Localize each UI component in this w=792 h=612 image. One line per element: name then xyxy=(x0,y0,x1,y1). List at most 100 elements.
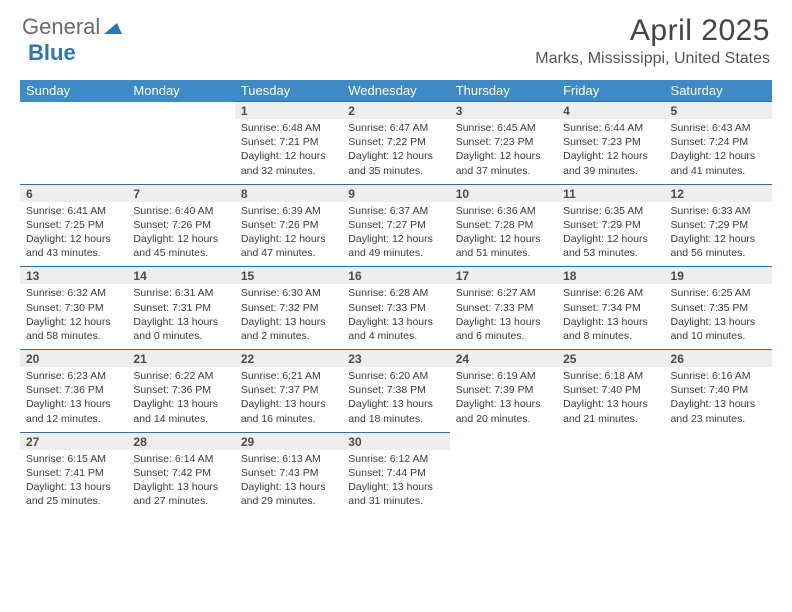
sunrise-text: Sunrise: 6:35 AM xyxy=(563,204,658,218)
sunset-text: Sunset: 7:26 PM xyxy=(241,218,336,232)
daylight-text: Daylight: 12 hours and 45 minutes. xyxy=(133,232,228,260)
title-block: April 2025 Marks, Mississippi, United St… xyxy=(535,14,770,68)
day-number-cell: 12 xyxy=(665,184,772,202)
sunrise-text: Sunrise: 6:14 AM xyxy=(133,452,228,466)
day-info-cell: Sunrise: 6:39 AMSunset: 7:26 PMDaylight:… xyxy=(235,202,342,267)
day-info-cell: Sunrise: 6:25 AMSunset: 7:35 PMDaylight:… xyxy=(665,284,772,349)
day-info-cell: Sunrise: 6:18 AMSunset: 7:40 PMDaylight:… xyxy=(557,367,664,432)
sunrise-text: Sunrise: 6:40 AM xyxy=(133,204,228,218)
day-number-cell: 6 xyxy=(20,184,127,202)
sunset-text: Sunset: 7:26 PM xyxy=(133,218,228,232)
day-number-cell: 22 xyxy=(235,350,342,368)
day-number-cell xyxy=(127,102,234,120)
day-number-cell: 2 xyxy=(342,102,449,120)
sunrise-text: Sunrise: 6:13 AM xyxy=(241,452,336,466)
sunset-text: Sunset: 7:34 PM xyxy=(563,301,658,315)
daylight-text: Daylight: 13 hours and 10 minutes. xyxy=(671,315,766,343)
header: General April 2025 Marks, Mississippi, U… xyxy=(0,0,792,72)
day-info-cell: Sunrise: 6:12 AMSunset: 7:44 PMDaylight:… xyxy=(342,450,449,515)
day-header: Saturday xyxy=(665,80,772,102)
week-info-row: Sunrise: 6:23 AMSunset: 7:36 PM Daylight:… xyxy=(20,367,772,432)
daylight-text: Daylight: 12 hours and 49 minutes. xyxy=(348,232,443,260)
day-number-cell: 9 xyxy=(342,184,449,202)
day-info-cell: Sunrise: 6:40 AMSunset: 7:26 PMDaylight:… xyxy=(127,202,234,267)
day-info-cell: Sunrise: 6:33 AMSunset: 7:29 PMDaylight:… xyxy=(665,202,772,267)
daylight-text: Daylight: 12 hours and 56 minutes. xyxy=(671,232,766,260)
daylight-text: Daylight: 13 hours and 25 minutes. xyxy=(26,480,121,508)
sunset-text: Sunset: 7:29 PM xyxy=(671,218,766,232)
day-number-cell: 25 xyxy=(557,350,664,368)
sunrise-text: Sunrise: 6:32 AM xyxy=(26,286,121,300)
week-number-row: 13141516171819 xyxy=(20,267,772,285)
day-info-cell: Sunrise: 6:48 AMSunset: 7:21 PMDaylight:… xyxy=(235,119,342,184)
sunset-text: Sunset: 7:24 PM xyxy=(671,135,766,149)
daylight-text: Daylight: 12 hours and 39 minutes. xyxy=(563,149,658,177)
day-number-cell: 24 xyxy=(450,350,557,368)
daylight-text: Daylight: 12 hours and 32 minutes. xyxy=(241,149,336,177)
daylight-text: Daylight: 13 hours and 29 minutes. xyxy=(241,480,336,508)
day-info-cell: Sunrise: 6:23 AMSunset: 7:36 PMDaylight:… xyxy=(20,367,127,432)
day-header: Monday xyxy=(127,80,234,102)
day-info-cell: Sunrise: 6:26 AMSunset: 7:34 PMDaylight:… xyxy=(557,284,664,349)
daylight-text: Daylight: 13 hours and 2 minutes. xyxy=(241,315,336,343)
week-number-row: 12345 xyxy=(20,102,772,120)
daylight-text: Daylight: 13 hours and 6 minutes. xyxy=(456,315,551,343)
day-header-row: SundayMondayTuesdayWednesdayThursdayFrid… xyxy=(20,80,772,102)
day-number-cell: 14 xyxy=(127,267,234,285)
day-info-cell: Sunrise: 6:35 AMSunset: 7:29 PMDaylight:… xyxy=(557,202,664,267)
sunset-text: Sunset: 7:43 PM xyxy=(241,466,336,480)
daylight-text: Daylight: 13 hours and 4 minutes. xyxy=(348,315,443,343)
sunrise-text: Sunrise: 6:33 AM xyxy=(671,204,766,218)
daylight-text: Daylight: 13 hours and 20 minutes. xyxy=(456,397,551,425)
week-info-row: Sunrise: 6:15 AMSunset: 7:41 PMDaylight:… xyxy=(20,450,772,515)
day-number-cell: 11 xyxy=(557,184,664,202)
day-number-cell: 17 xyxy=(450,267,557,285)
daylight-text: Daylight: 12 hours and 58 minutes. xyxy=(26,315,121,343)
day-info-cell: Sunrise: 6:28 AMSunset: 7:33 PMDaylight:… xyxy=(342,284,449,349)
sunrise-text: Sunrise: 6:23 AM xyxy=(26,369,121,383)
logo-part2: Blue xyxy=(28,40,76,65)
daylight-text: Daylight: 12 hours and 37 minutes. xyxy=(456,149,551,177)
day-info-cell: Sunrise: 6:41 AMSunset: 7:25 PMDaylight:… xyxy=(20,202,127,267)
daylight-text: Daylight: 13 hours and 16 minutes. xyxy=(241,397,336,425)
day-number-cell: 26 xyxy=(665,350,772,368)
day-number-cell: 23 xyxy=(342,350,449,368)
day-number-cell: 1 xyxy=(235,102,342,120)
day-number-cell: 27 xyxy=(20,432,127,450)
sunrise-text: Sunrise: 6:28 AM xyxy=(348,286,443,300)
sunset-text: Sunset: 7:40 PM xyxy=(671,383,766,397)
daylight-text: Daylight: 12 hours and 41 minutes. xyxy=(671,149,766,177)
day-header: Friday xyxy=(557,80,664,102)
logo: General xyxy=(22,14,124,40)
day-info-cell xyxy=(127,119,234,184)
daylight-text: Daylight: 13 hours and 0 minutes. xyxy=(133,315,228,343)
sunset-text: Sunset: 7:36 PM xyxy=(26,383,121,397)
sunset-text: Sunset: 7:30 PM xyxy=(26,301,121,315)
sunset-text: Sunset: 7:23 PM xyxy=(563,135,658,149)
sunset-text: Sunset: 7:37 PM xyxy=(241,383,336,397)
daylight-text: Daylight: 13 hours and 23 minutes. xyxy=(671,397,766,425)
sunrise-text: Sunrise: 6:44 AM xyxy=(563,121,658,135)
daylight-text: Daylight: 13 hours and 31 minutes. xyxy=(348,480,443,508)
day-info-cell: Sunrise: 6:31 AMSunset: 7:31 PMDaylight:… xyxy=(127,284,234,349)
sunset-text: Sunset: 7:28 PM xyxy=(456,218,551,232)
daylight-text: Daylight: 12 hours and 43 minutes. xyxy=(26,232,121,260)
daylight-text: Daylight: 13 hours and 8 minutes. xyxy=(563,315,658,343)
sunset-text: Sunset: 7:25 PM xyxy=(26,218,121,232)
sunrise-text: Sunrise: 6:39 AM xyxy=(241,204,336,218)
sunset-text: Sunset: 7:21 PM xyxy=(241,135,336,149)
day-info-cell: Sunrise: 6:21 AMSunset: 7:37 PMDaylight:… xyxy=(235,367,342,432)
week-info-row: Sunrise: 6:32 AMSunset: 7:30 PMDaylight:… xyxy=(20,284,772,349)
day-header: Sunday xyxy=(20,80,127,102)
daylight-text: Daylight: 13 hours and 27 minutes. xyxy=(133,480,228,508)
sunset-text: Sunset: 7:42 PM xyxy=(133,466,228,480)
day-info-cell: Sunrise: 6:14 AMSunset: 7:42 PMDaylight:… xyxy=(127,450,234,515)
day-info-cell: Sunrise: 6:20 AMSunset: 7:38 PMDaylight:… xyxy=(342,367,449,432)
day-info-cell: Sunrise: 6:36 AMSunset: 7:28 PMDaylight:… xyxy=(450,202,557,267)
sunset-text: Sunset: 7:27 PM xyxy=(348,218,443,232)
sunset-text: Sunset: 7:35 PM xyxy=(671,301,766,315)
sunset-text: Sunset: 7:33 PM xyxy=(348,301,443,315)
page-title: April 2025 xyxy=(535,14,770,48)
day-number-cell: 8 xyxy=(235,184,342,202)
day-info-cell: Sunrise: 6:47 AMSunset: 7:22 PMDaylight:… xyxy=(342,119,449,184)
